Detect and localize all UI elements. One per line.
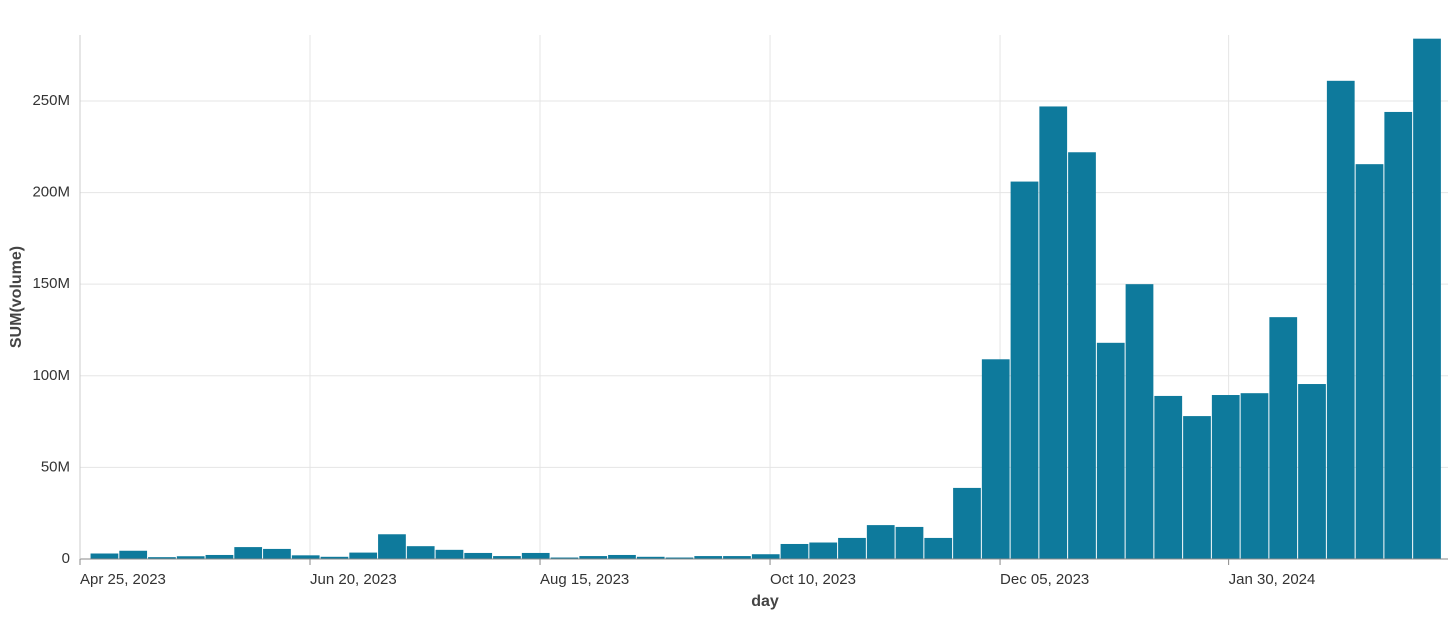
- bar: [1240, 393, 1269, 559]
- y-tick-label: 0: [62, 550, 70, 567]
- bar: [205, 554, 234, 559]
- bar: [866, 525, 895, 559]
- y-tick-label: 150M: [32, 275, 70, 292]
- bar: [148, 557, 176, 559]
- bar: [1211, 395, 1240, 559]
- bar: [953, 487, 981, 559]
- bar: [234, 547, 263, 559]
- bar: [665, 557, 694, 559]
- bar: [1068, 152, 1096, 560]
- bar: [608, 554, 636, 559]
- bar: [1125, 284, 1154, 559]
- y-tick-label: 50M: [41, 458, 70, 475]
- bar: [694, 556, 723, 559]
- x-tick-label: Jun 20, 2023: [310, 571, 397, 588]
- y-tick-label: 100M: [32, 367, 70, 384]
- bar: [1183, 416, 1211, 559]
- bar: [464, 552, 493, 559]
- bar: [1269, 317, 1298, 559]
- x-axis-title: day: [751, 593, 779, 610]
- y-tick-label: 200M: [32, 184, 70, 201]
- x-tick-label: Apr 25, 2023: [80, 571, 166, 588]
- bar: [723, 556, 751, 559]
- bar: [751, 554, 780, 559]
- bar: [493, 556, 521, 559]
- y-tick-label: 250M: [32, 92, 70, 109]
- x-tick-label: Dec 05, 2023: [1000, 571, 1089, 588]
- bar: [291, 555, 320, 559]
- bar: [780, 543, 809, 559]
- bar: [320, 556, 349, 559]
- bar: [1355, 164, 1384, 559]
- bar: [378, 534, 406, 559]
- bar: [90, 553, 119, 559]
- bar: [521, 552, 550, 559]
- bar: [1010, 181, 1039, 559]
- bar: [349, 552, 378, 559]
- bar: [981, 359, 1010, 559]
- bar: [176, 556, 205, 559]
- bar: [406, 546, 435, 559]
- bar: [1413, 38, 1441, 560]
- bar: [1384, 111, 1413, 559]
- bar: [809, 542, 838, 559]
- bar: [119, 550, 148, 559]
- bar: [924, 537, 953, 559]
- x-tick-label: Jan 30, 2024: [1229, 571, 1316, 588]
- bar: [1096, 342, 1125, 559]
- bar: [895, 526, 924, 559]
- bar: [435, 549, 464, 559]
- bar: [838, 537, 866, 559]
- bar: [636, 556, 665, 559]
- x-tick-label: Oct 10, 2023: [770, 571, 856, 588]
- bar: [579, 556, 608, 559]
- bar: [1298, 384, 1326, 559]
- x-tick-label: Aug 15, 2023: [540, 571, 629, 588]
- bar: [263, 548, 291, 559]
- bar: [550, 557, 579, 559]
- bar: [1326, 80, 1355, 559]
- bar: [1039, 106, 1068, 560]
- y-axis-title: SUM(volume): [8, 246, 25, 348]
- bar: [1154, 395, 1183, 559]
